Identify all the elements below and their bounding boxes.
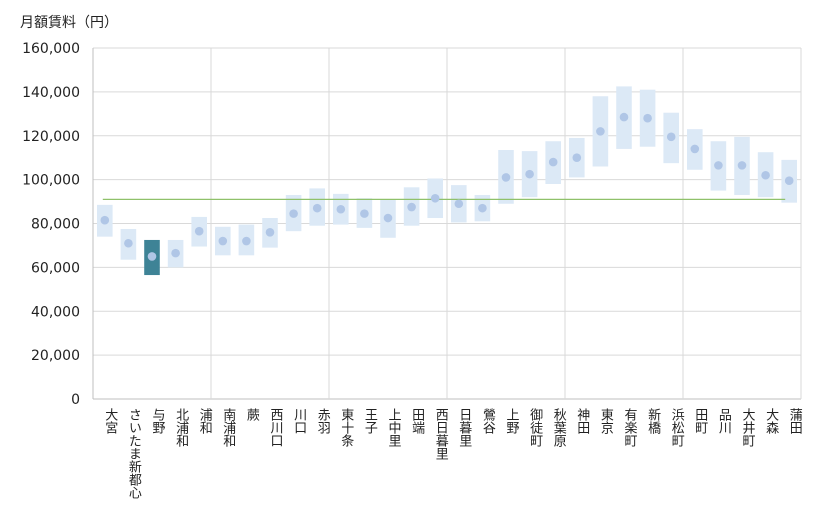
y-tick-label: 120,000 — [22, 129, 80, 145]
x-category-label: 西川口 — [268, 408, 284, 447]
x-category-label: 浦和 — [197, 408, 213, 434]
average-dot-15 — [454, 199, 464, 209]
x-category-label: 東京 — [598, 407, 614, 434]
average-dot-12 — [383, 213, 393, 223]
y-axis-label: 月額賃料（円） — [20, 15, 118, 31]
average-dot-14 — [430, 193, 440, 203]
x-category-label: 大森 — [763, 408, 779, 434]
average-dot-25 — [690, 144, 700, 154]
average-dot-17 — [501, 173, 511, 182]
x-category-label: 浜松町 — [669, 408, 685, 447]
x-category-label: 有楽町 — [622, 408, 638, 447]
average-dot-0 — [100, 215, 110, 225]
average-dot-10 — [336, 204, 346, 214]
x-category-label: 西日暮里 — [433, 408, 449, 460]
x-category-label: 秋葉原 — [551, 408, 567, 447]
x-category-labels: 大宮 さいたま新都心 与野 北浦和 浦和 南浦和蕨西川口 川口 赤羽 東十条 王子 上中里 田端 西日暮… — [102, 407, 802, 499]
average-dot-23 — [643, 113, 652, 123]
x-category-label: 赤羽 — [315, 408, 331, 434]
average-dots — [100, 112, 794, 261]
average-dot-16 — [478, 203, 487, 213]
average-dot-7 — [265, 227, 275, 237]
y-tick-labels: 0 20,000 40,000 60,000 80,000 100,000 120,000 1… — [22, 41, 80, 408]
average-dot-5 — [218, 236, 228, 246]
average-dot-28 — [761, 170, 770, 180]
average-dot-1 — [124, 238, 133, 248]
x-category-label: 王子 — [362, 408, 378, 434]
average-dot-21 — [596, 127, 605, 136]
y-tick-label: 80,000 — [31, 217, 80, 233]
x-category-label: 上野 — [504, 408, 520, 434]
x-category-label: 川口 — [291, 408, 307, 434]
x-category-label: 東十条 — [338, 407, 354, 447]
x-category-label: 御徒町 — [527, 408, 543, 447]
average-dot-11 — [360, 209, 369, 218]
x-category-label: 蕨 — [244, 408, 260, 421]
average-dot-18 — [525, 169, 534, 179]
x-category-label: 与野 — [150, 408, 166, 434]
x-category-label: 南浦和 — [220, 407, 236, 447]
x-category-label: さいたま新都心 — [126, 408, 142, 499]
x-category-label: 大井町 — [740, 408, 756, 447]
x-category-label: 神田 — [574, 408, 590, 434]
average-dot-20 — [572, 153, 582, 162]
x-category-label: 大宮 — [102, 408, 118, 434]
x-category-label: 田端 — [409, 408, 425, 434]
average-dot-8 — [289, 209, 298, 218]
x-category-label: 上中里 — [386, 408, 402, 447]
y-tick-label: 0 — [71, 392, 80, 408]
average-dot-2 — [147, 252, 157, 261]
average-dot-24 — [666, 132, 676, 142]
x-category-label: 日暮里 — [456, 408, 472, 447]
y-tick-label: 100,000 — [22, 173, 80, 189]
average-dot-26 — [714, 161, 723, 170]
average-dot-27 — [737, 161, 747, 170]
x-category-label: 田町 — [692, 408, 708, 434]
average-dot-6 — [242, 236, 251, 246]
average-dot-22 — [619, 112, 629, 122]
average-dot-9 — [312, 203, 322, 213]
x-category-label: 品川 — [716, 408, 732, 434]
x-category-label: 鶯谷 — [480, 408, 496, 434]
y-tick-label: 140,000 — [22, 85, 80, 101]
y-tick-label: 60,000 — [31, 260, 80, 276]
y-tick-label: 20,000 — [31, 348, 80, 364]
average-dot-29 — [784, 176, 794, 186]
average-dot-19 — [548, 157, 558, 167]
y-tick-label: 40,000 — [31, 304, 80, 320]
x-category-label: 北浦和 — [173, 408, 189, 447]
group-separators — [210, 48, 684, 399]
average-dot-4 — [194, 226, 204, 236]
average-dot-13 — [407, 202, 416, 212]
average-dot-3 — [171, 248, 180, 258]
x-category-label: 蒲田 — [787, 408, 803, 434]
y-tick-label: 160,000 — [22, 41, 80, 57]
x-category-label: 新橋 — [645, 407, 661, 435]
